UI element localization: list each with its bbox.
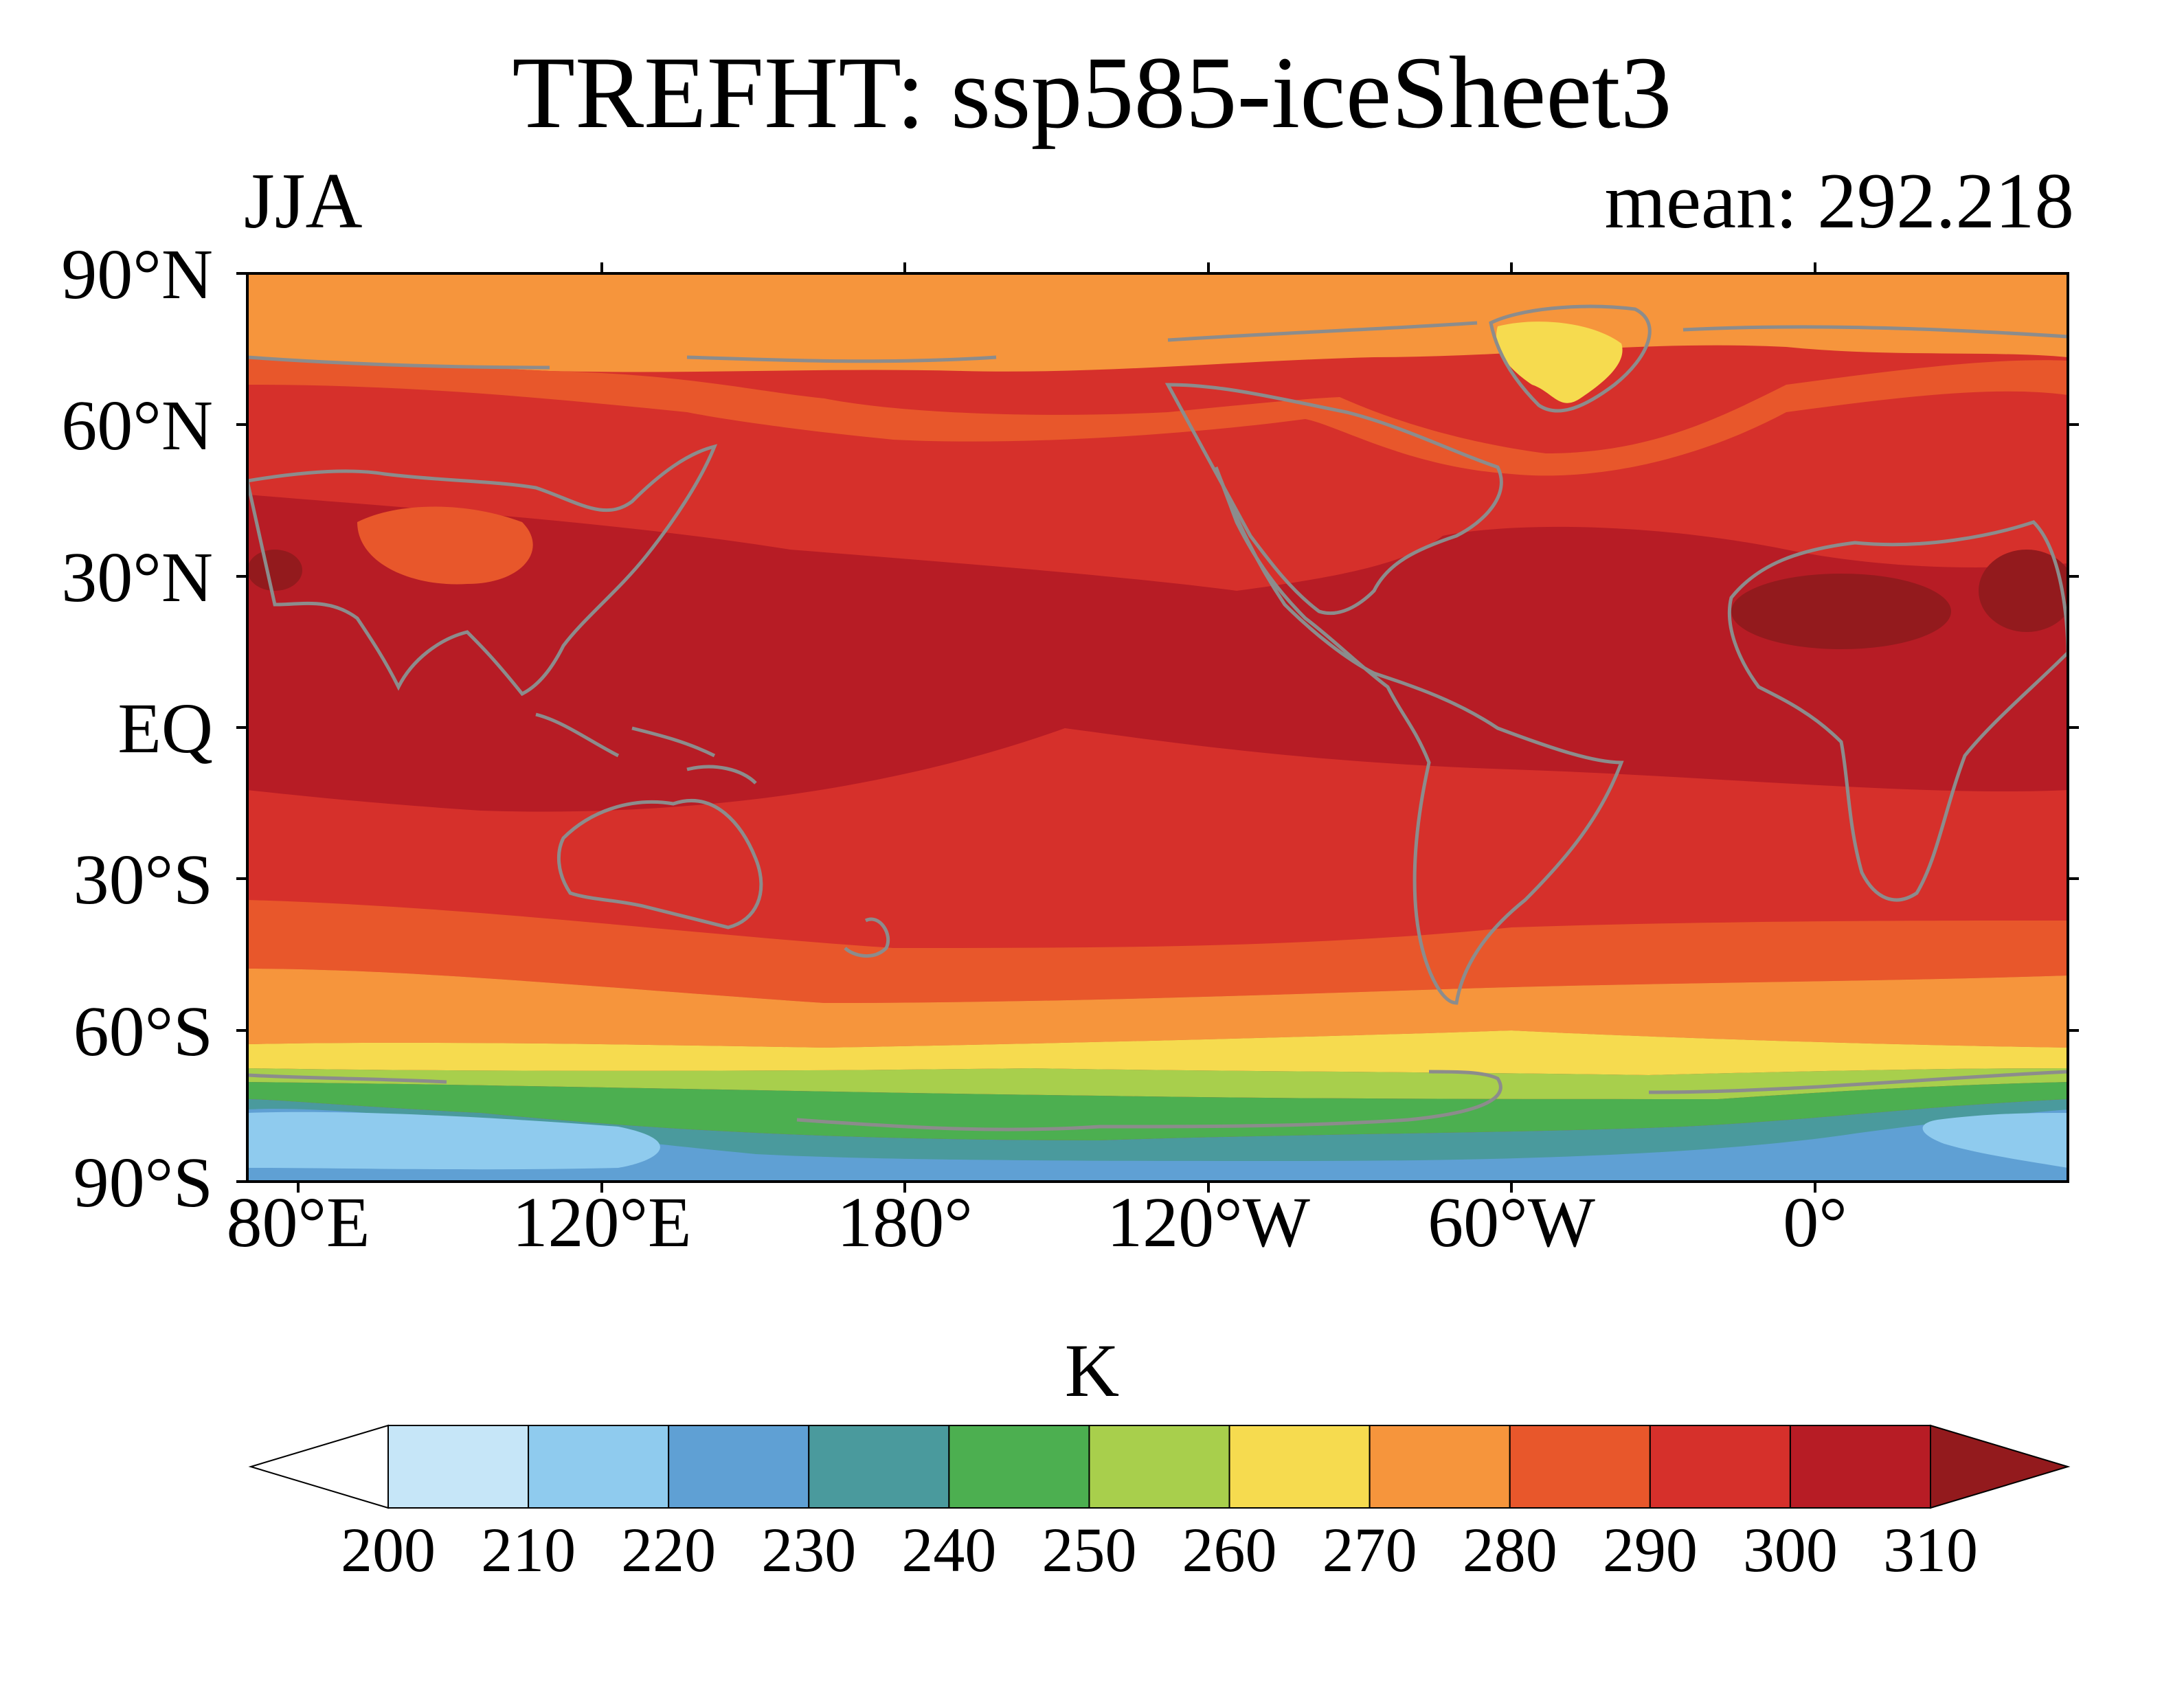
coast-new-zealand bbox=[844, 917, 890, 958]
coastlines bbox=[247, 304, 2068, 1131]
colorbar-box bbox=[1509, 1425, 1651, 1509]
colorbar-box bbox=[1228, 1425, 1371, 1509]
sahara-hotspot bbox=[1731, 574, 1951, 649]
coast-americas bbox=[1214, 466, 1624, 1005]
lat-label: 90°N bbox=[61, 235, 213, 314]
colorbar-box bbox=[668, 1425, 810, 1509]
colorbar-tick-label: 270 bbox=[1322, 1515, 1417, 1585]
band-260-270 bbox=[247, 1030, 2068, 1075]
colorbar-tick-label: 250 bbox=[1042, 1515, 1137, 1585]
colorbar bbox=[248, 1424, 2071, 1509]
coast-australia bbox=[556, 799, 763, 929]
colorbar-unit: K bbox=[1064, 1329, 1120, 1412]
greenland-ice bbox=[1496, 322, 1623, 403]
colorbar-tick-label: 290 bbox=[1602, 1515, 1698, 1585]
colorbar-box bbox=[387, 1425, 530, 1509]
lon-label: 60°W bbox=[1428, 1183, 1595, 1262]
season-label: JJA bbox=[244, 157, 363, 245]
colorbar-box bbox=[808, 1425, 950, 1509]
lon-label: 180° bbox=[837, 1183, 973, 1262]
lat-label: 30°N bbox=[61, 538, 213, 617]
colorbar-tick-label: 220 bbox=[621, 1515, 717, 1585]
colorbar-tick-label: 240 bbox=[901, 1515, 997, 1585]
lon-label: 120°W bbox=[1107, 1183, 1310, 1262]
band-270-280-south bbox=[247, 969, 2068, 1048]
lat-label: EQ bbox=[117, 689, 213, 768]
lat-label: 60°N bbox=[61, 386, 213, 465]
band-220-230 bbox=[247, 1109, 2068, 1182]
coast-north-america bbox=[1164, 383, 1503, 616]
colorbar-box bbox=[1088, 1425, 1230, 1509]
colorbar-tick-label: 260 bbox=[1182, 1515, 1277, 1585]
band-240-250 bbox=[247, 1082, 2068, 1140]
band-300-310 bbox=[247, 495, 2068, 812]
colorbar-box bbox=[1369, 1425, 1511, 1509]
band-250-260 bbox=[247, 1068, 2068, 1099]
band-210-220-a bbox=[247, 1112, 660, 1170]
colorbar-tick-label: 280 bbox=[1462, 1515, 1557, 1585]
coast-antarctica bbox=[247, 1070, 2068, 1131]
map-title: TREFHT: ssp585-iceSheet3 bbox=[512, 36, 1672, 150]
colorbar-tick-label: 210 bbox=[481, 1515, 576, 1585]
colorbar-high-triangle bbox=[1930, 1424, 2071, 1509]
lat-label: 30°S bbox=[73, 840, 213, 919]
colorbar-tick-label: 200 bbox=[341, 1515, 436, 1585]
colorbar-box bbox=[1649, 1425, 1791, 1509]
coast-arctic bbox=[247, 321, 2068, 370]
colorbar-low-triangle bbox=[248, 1424, 389, 1509]
colorbar-tick-label: 300 bbox=[1742, 1515, 1838, 1585]
arabia-hotspot bbox=[1979, 550, 2068, 632]
colorbar-box bbox=[1789, 1425, 1932, 1509]
colorbar-tick-label: 230 bbox=[761, 1515, 857, 1585]
band-280-290-north bbox=[247, 357, 2068, 476]
colorbar-box bbox=[528, 1425, 670, 1509]
coast-asia bbox=[247, 444, 718, 697]
lat-label: 60°S bbox=[73, 992, 213, 1071]
axis-ticks bbox=[236, 262, 2079, 1193]
mean-label: mean: 292.218 bbox=[1604, 157, 2075, 245]
temperature-field bbox=[247, 273, 2068, 1182]
tibet-cool bbox=[357, 506, 533, 585]
coast-africa-eurasia bbox=[1727, 520, 2068, 902]
india-hotspot bbox=[247, 550, 302, 591]
coast-maritime bbox=[535, 712, 757, 785]
band-280-290-south bbox=[247, 900, 2068, 1003]
band-210-220-b bbox=[1922, 1113, 2068, 1168]
lon-label: 0° bbox=[1783, 1183, 1847, 1262]
colorbar-box bbox=[948, 1425, 1090, 1509]
coast-greenland bbox=[1489, 304, 1652, 413]
colorbar-tick-label: 310 bbox=[1883, 1515, 1978, 1585]
lon-label: 120°E bbox=[512, 1183, 692, 1262]
lat-label: 90°S bbox=[73, 1143, 213, 1222]
lon-label: 80°E bbox=[226, 1183, 370, 1262]
